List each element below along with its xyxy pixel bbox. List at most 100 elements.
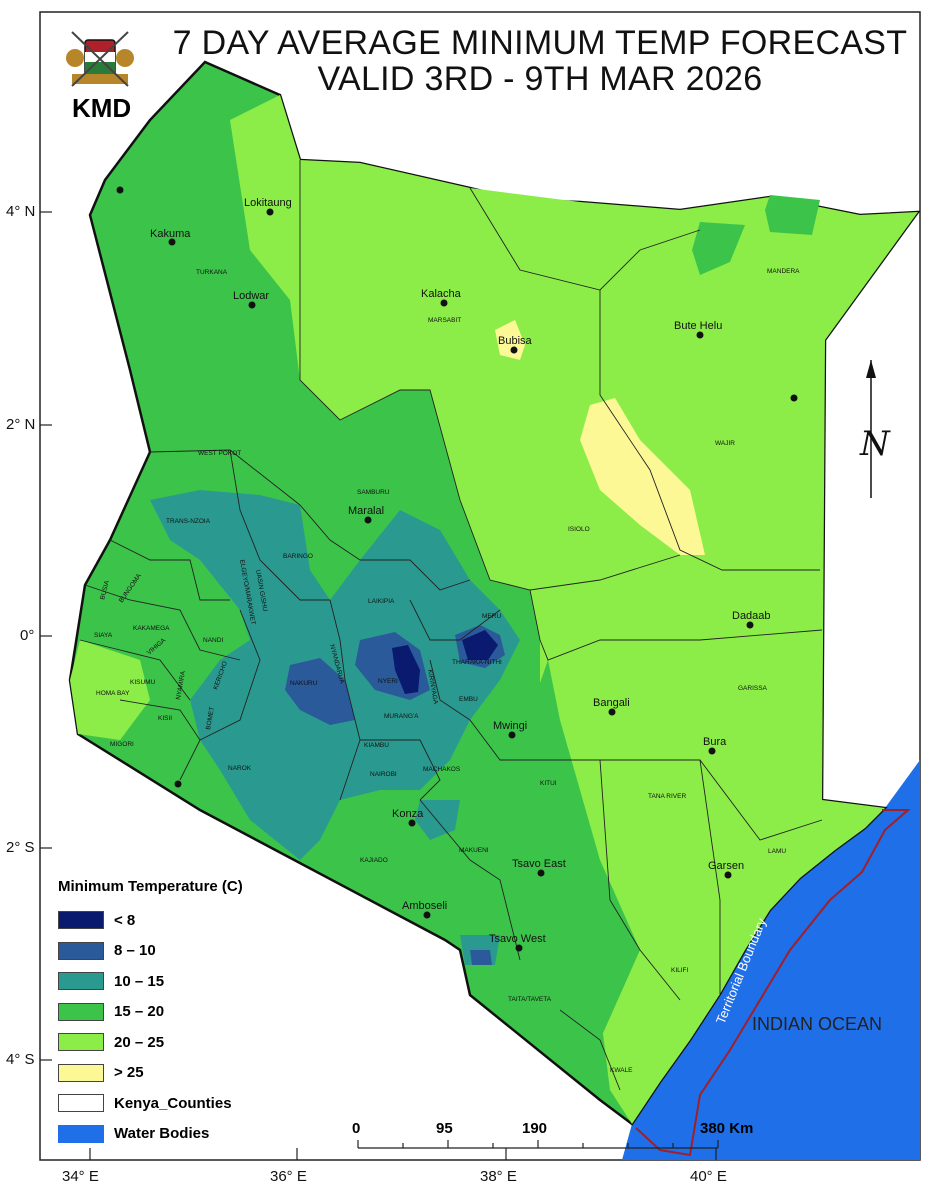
town-kalacha: Kalacha <box>421 288 462 300</box>
lon-label-40e: 40° E <box>690 1168 727 1185</box>
county-label: KWALE <box>610 1067 633 1074</box>
lat-label-0: 0° <box>20 627 35 644</box>
county-boundaries <box>79 160 823 1091</box>
legend-swatch <box>58 1094 104 1113</box>
county-label: MIGORI <box>110 741 134 748</box>
scale-label-190: 190 <box>522 1120 548 1137</box>
lon-label-36e: 36° E <box>270 1168 307 1185</box>
lat-label-4s: 4° S <box>6 1051 35 1068</box>
town-bubisa: Bubisa <box>498 335 533 347</box>
legend-item: 20 – 25 <box>58 1027 308 1058</box>
county-label: KISII <box>158 715 172 722</box>
legend-label: Kenya_Counties <box>114 1094 232 1112</box>
lon-label-38e: 38° E <box>480 1168 517 1185</box>
legend-swatch <box>58 911 104 930</box>
scale-bar <box>357 1140 719 1149</box>
county-label: GARISSA <box>738 685 768 692</box>
town-bute-helu: Bute Helu <box>674 320 722 332</box>
legend-swatch <box>58 972 104 991</box>
county-label: NAKURU <box>290 680 318 687</box>
north-letter: N <box>859 424 891 464</box>
county-label: KISUMU <box>130 679 156 686</box>
county-label: KAJIADO <box>360 857 388 864</box>
legend-rows: < 8 8 – 10 10 – 15 15 – 20 20 – 25 > 25 Kenya_… <box>58 905 308 1149</box>
legend-label: 10 – 15 <box>114 972 165 990</box>
zone-below-8 <box>392 630 498 694</box>
county-label: BUSIA <box>99 579 111 600</box>
county-label: ISIOLO <box>568 526 590 533</box>
town-labels: Lokitaung Kakuma Lodwar Kalacha Bubisa B… <box>150 197 771 945</box>
legend-item: Kenya_Counties <box>58 1088 308 1119</box>
legend-label: Water Bodies <box>114 1125 210 1143</box>
town-tsavo-east: Tsavo East <box>512 858 566 870</box>
town-markers <box>116 186 798 952</box>
indian-ocean <box>622 760 920 1160</box>
legend-item: < 8 <box>58 905 308 936</box>
legend-item: 10 – 15 <box>58 966 308 997</box>
legend-item: Water Bodies <box>58 1119 308 1150</box>
legend-label: 8 – 10 <box>114 942 156 960</box>
county-label: TANA RIVER <box>648 793 686 800</box>
lat-label-2s: 2° S <box>6 839 35 856</box>
county-label: THARAKA-NITHI <box>452 659 502 666</box>
county-label: NYERI <box>378 678 398 685</box>
legend: Minimum Temperature (C) < 8 8 – 10 10 – 15… <box>58 878 308 1149</box>
territorial-boundary-line <box>635 809 911 1157</box>
county-label: SIAYA <box>94 632 113 639</box>
county-label: MERU <box>482 613 501 620</box>
town-konza: Konza <box>392 808 424 820</box>
town-lokitaung: Lokitaung <box>244 197 292 209</box>
town-bangali: Bangali <box>593 697 630 709</box>
county-label: TURKANA <box>196 269 228 276</box>
legend-item: > 25 <box>58 1058 308 1089</box>
county-label: KIAMBU <box>364 742 389 749</box>
legend-title: Minimum Temperature (C) <box>58 878 243 895</box>
lat-label-2n: 2° N <box>6 416 36 433</box>
town-garsen: Garsen <box>708 860 744 872</box>
legend-item: 15 – 20 <box>58 997 308 1028</box>
county-label: BARINGO <box>283 553 313 560</box>
legend-item: 8 – 10 <box>58 936 308 967</box>
county-label: KILIFI <box>671 967 689 974</box>
zone-15-20-north <box>765 195 820 235</box>
county-label: MANDERA <box>767 268 800 275</box>
county-label: MARSABIT <box>428 317 461 324</box>
zone-15-20-mandera <box>692 222 745 275</box>
legend-label: < 8 <box>114 911 136 929</box>
town-amboseli: Amboseli <box>402 900 447 912</box>
ocean-label: INDIAN OCEAN <box>752 1014 883 1034</box>
legend-label: 15 – 20 <box>114 1003 165 1021</box>
county-label: MURANG'A <box>384 713 419 720</box>
town-lodwar: Lodwar <box>233 290 269 302</box>
county-label: BOMET <box>205 706 216 730</box>
county-label: KAKAMEGA <box>133 625 170 632</box>
town-mwingi: Mwingi <box>493 720 527 732</box>
county-label: NAIROBI <box>370 771 397 778</box>
county-label: MACHAKOS <box>423 766 461 773</box>
legend-swatch <box>58 941 104 960</box>
lat-label-4n: 4° N <box>6 203 36 220</box>
town-bura: Bura <box>703 736 727 748</box>
scale-label-95: 95 <box>436 1120 453 1137</box>
county-label: SAMBURU <box>357 489 390 496</box>
county-label: TRANS-NZOIA <box>166 518 211 525</box>
scale-label-0: 0 <box>352 1120 361 1137</box>
town-tsavo-west: Tsavo West <box>489 933 546 945</box>
map-title: 7 DAY AVERAGE MINIMUM TEMP FORECAST <box>172 24 908 62</box>
zone-20-25 <box>70 95 918 1124</box>
county-label: KITUI <box>540 780 557 787</box>
town-kakuma: Kakuma <box>150 228 191 240</box>
county-label: NAROK <box>228 765 252 772</box>
legend-label: 20 – 25 <box>114 1033 165 1051</box>
county-label: WEST POKOT <box>198 450 241 457</box>
graticule-ticks <box>40 211 717 1160</box>
town-maralal: Maralal <box>348 505 384 517</box>
legend-swatch <box>58 1124 104 1143</box>
map-subtitle: VALID 3RD - 9TH MAR 2026 <box>317 60 763 98</box>
county-label: HOMA BAY <box>96 690 130 697</box>
legend-swatch <box>58 1063 104 1082</box>
coat-of-arms-logo <box>66 31 134 87</box>
county-label: EMBU <box>459 696 478 703</box>
legend-swatch <box>58 1033 104 1052</box>
